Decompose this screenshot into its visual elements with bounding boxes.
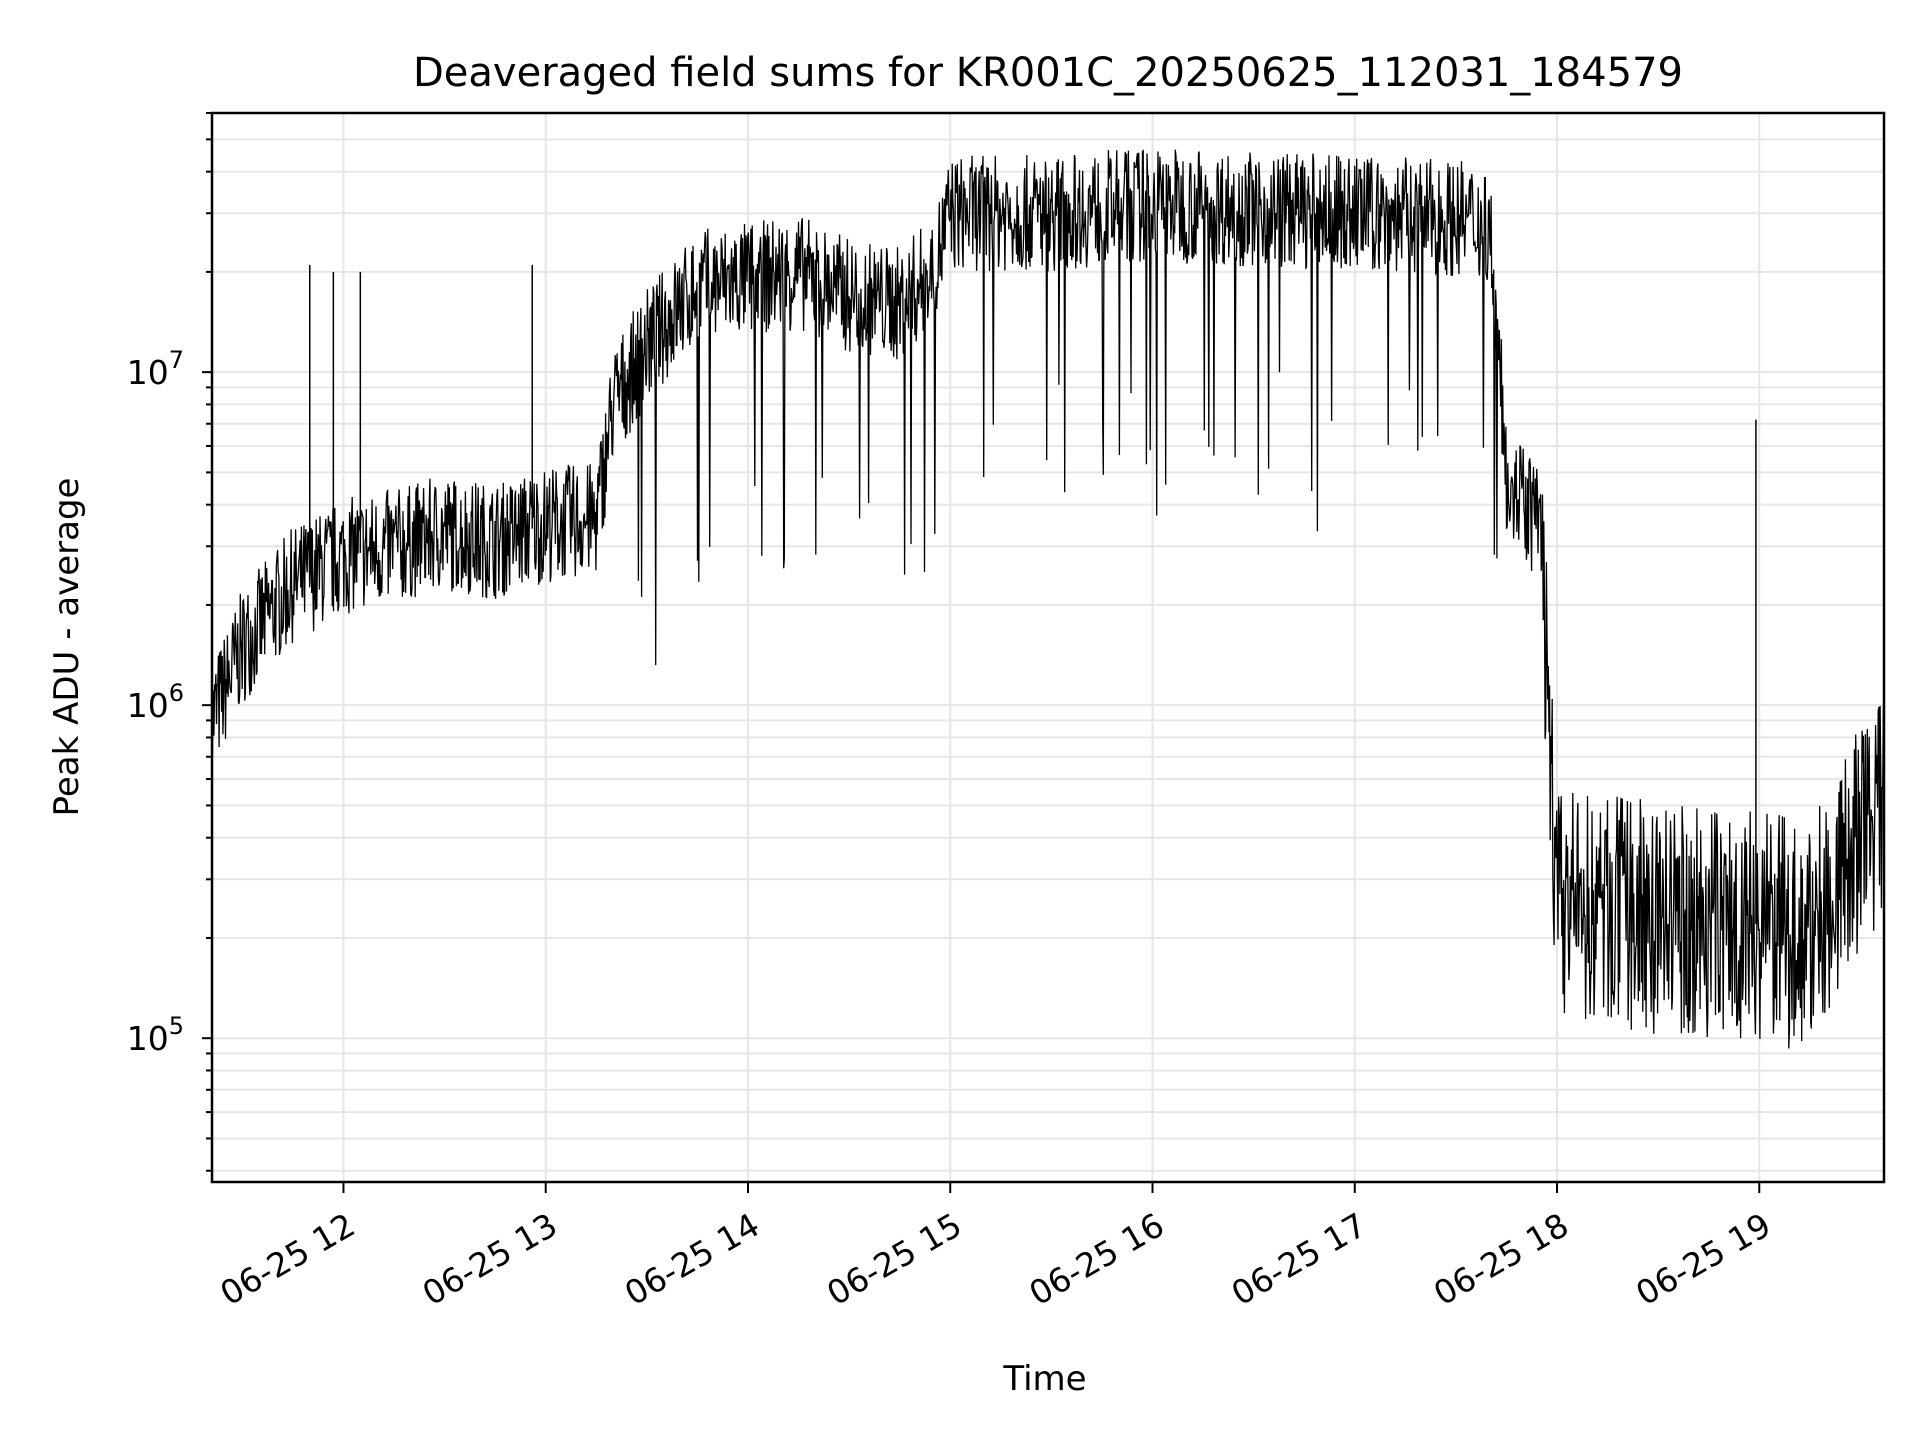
x-axis-label: Time <box>1002 1359 1086 1399</box>
series-line <box>211 149 1885 1049</box>
gridlines <box>212 112 1884 1182</box>
x-tick-label: 06-25 18 <box>1427 1205 1575 1313</box>
x-tick-label: 06-25 15 <box>820 1205 968 1313</box>
x-tick-label: 06-25 14 <box>618 1205 766 1313</box>
plot-frame <box>210 111 1886 1184</box>
y-axis-label: Peak ADU - average <box>47 478 87 817</box>
x-tick-label: 06-25 19 <box>1629 1205 1777 1313</box>
y-tick-exponent: 7 <box>169 346 184 374</box>
y-tick-base: 10 <box>127 1019 169 1058</box>
y-tick-label: 105 <box>127 1012 184 1058</box>
y-tick-label: 106 <box>127 679 184 725</box>
y-tick-base: 10 <box>127 353 169 392</box>
x-tick-label: 06-25 17 <box>1225 1205 1373 1313</box>
series-layer <box>211 149 1885 1049</box>
y-tick-exponent: 5 <box>169 1012 184 1040</box>
x-tick-label: 06-25 12 <box>213 1205 361 1313</box>
y-tick-exponent: 6 <box>169 679 184 707</box>
x-tick-label: 06-25 16 <box>1023 1205 1171 1313</box>
y-tick-base: 10 <box>127 686 169 725</box>
x-tick-label: 06-25 13 <box>416 1205 564 1313</box>
y-tick-label: 107 <box>127 346 184 392</box>
x-axis: 06-25 12 06-25 13 06-25 14 06-25 15 06-25 16… <box>213 1182 1777 1313</box>
chart-title: Deaveraged field sums for KR001C_2025062… <box>413 50 1683 96</box>
